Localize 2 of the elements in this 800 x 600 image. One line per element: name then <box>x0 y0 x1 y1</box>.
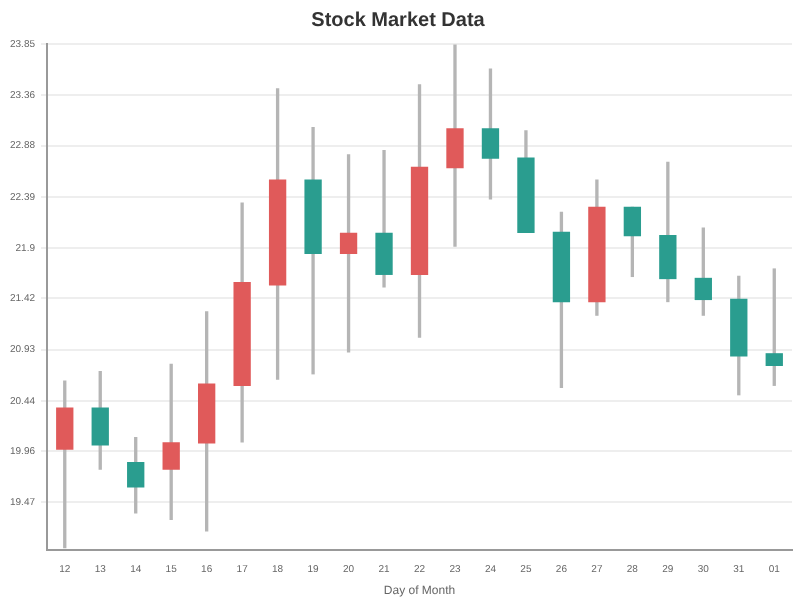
candlestick <box>446 44 464 247</box>
chart-title: Stock Market Data <box>311 9 486 32</box>
